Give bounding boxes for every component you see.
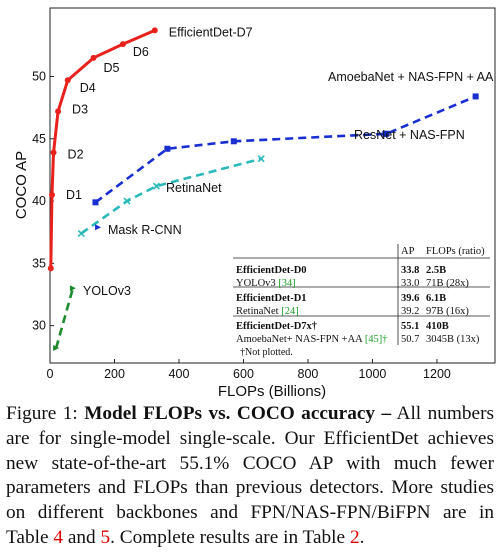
caption-text: All numbers are for single-model single-… xyxy=(6,403,494,548)
table-cell-model: EfficientDet-D1 xyxy=(236,293,307,304)
table-cell-flops: 2.5B xyxy=(426,265,446,276)
data-point-retinanet xyxy=(77,229,85,238)
table-cell-flops: 6.1B xyxy=(426,293,446,304)
data-point-mask-r-cnn xyxy=(95,224,102,231)
data-point-efficientdet xyxy=(119,41,126,48)
table-cell-ref[interactable]: [24] xyxy=(279,306,299,317)
series-annotation: RetinaNet xyxy=(166,181,222,195)
series-line-retinanet xyxy=(80,157,262,235)
series-line-efficientdet xyxy=(49,29,156,269)
series-line-yolov3 xyxy=(54,287,75,349)
table-cell-model: AmoebaNet+ NAS-FPN +AA [45]† xyxy=(236,334,388,345)
caption-prefix: Figure 1: xyxy=(6,403,85,424)
figure-caption: Figure 1: Model FLOPs vs. COCO accuracy … xyxy=(6,402,494,551)
data-point-amoebanet-nas-fpn-aa xyxy=(92,199,99,206)
table-cell-ap: 50.7 xyxy=(401,334,419,345)
table-cell-ap: 39.2 xyxy=(401,306,419,317)
data-point-efficientdet xyxy=(50,149,57,156)
table-cell-model: EfficientDet-D7x† xyxy=(236,321,317,332)
point-label: EfficientDet-D7 xyxy=(169,25,253,39)
table-header-flops: FLOPs (ratio) xyxy=(426,246,485,257)
table-cell-ref[interactable]: [45]† xyxy=(362,334,387,345)
data-point-efficientdet xyxy=(55,108,62,115)
y-tick-label: 45 xyxy=(32,132,46,146)
data-point-amoebanet-nas-fpn-aa xyxy=(472,93,479,100)
data-point-resnet-nas-fpn xyxy=(382,130,389,137)
table-cell-model: YOLOv3 [34] xyxy=(236,278,296,289)
y-axis-label: COCO AP xyxy=(13,151,30,219)
data-point-retinanet xyxy=(152,182,160,190)
series-line-amoebanet-nas-fpn-aa xyxy=(94,95,477,204)
x-tick-label: 200 xyxy=(104,367,125,381)
x-tick-label: 0 xyxy=(47,367,54,381)
x-tick-label: 1200 xyxy=(423,367,451,381)
plot-frame xyxy=(49,7,496,364)
table-cell-flops: 71B (28x) xyxy=(426,278,469,289)
x-tick-label: 1000 xyxy=(359,367,387,381)
table-header-ap: AP xyxy=(401,246,415,257)
point-label: D2 xyxy=(68,147,84,161)
data-point-yolov3 xyxy=(53,345,60,352)
series-annotation: AmoebaNet + NAS-FPN + AA xyxy=(328,70,494,84)
series-annotation: YOLOv3 xyxy=(83,284,131,298)
chart: 0 200 400 600 800 1000 1200 30 35 40 45 50 FLOPs (B… xyxy=(13,7,496,400)
point-label: D6 xyxy=(133,45,149,59)
caption-text: and xyxy=(63,526,101,548)
table-cell-ap: 33.0 xyxy=(401,278,419,289)
y-tick-label: 35 xyxy=(32,256,46,270)
table-cell-flops: 97B (16x) xyxy=(426,306,469,317)
table-cell-model: RetinaNet [24] xyxy=(236,306,299,317)
y-tick-label: 30 xyxy=(32,319,46,333)
table-cell-ap: 33.8 xyxy=(401,265,419,276)
point-label: D4 xyxy=(80,81,96,95)
table-footnote: †Not plotted. xyxy=(240,347,293,358)
table-cell-ref[interactable]: [34] xyxy=(276,278,296,289)
caption-text: . xyxy=(359,526,365,548)
table-cell-model: EfficientDet-D0 xyxy=(236,265,307,276)
x-tick-label: 400 xyxy=(169,367,190,381)
data-point-efficientdet xyxy=(64,77,71,84)
data-point-yolov3 xyxy=(69,285,76,292)
data-point-efficientdet xyxy=(151,27,158,34)
caption-text: . Complete results are in Table xyxy=(110,526,350,548)
x-axis-label: FLOPs (Billions) xyxy=(218,383,326,400)
caption-title: Model FLOPs vs. COCO accuracy – xyxy=(84,403,392,424)
table-cell-ap: 39.6 xyxy=(401,293,419,304)
caption-ref-table-5[interactable]: 5 xyxy=(100,526,111,548)
y-tick-label: 40 xyxy=(32,194,46,208)
x-tick-label: 600 xyxy=(233,367,254,381)
caption-ref-table-4[interactable]: 4 xyxy=(53,526,64,548)
data-point-retinanet xyxy=(257,155,265,163)
point-label: D1 xyxy=(66,188,82,202)
caption-ref-table-2[interactable]: 2 xyxy=(349,526,360,548)
series-annotation: ResNet + NAS-FPN xyxy=(354,128,465,142)
data-point-amoebanet-nas-fpn-aa xyxy=(230,138,237,145)
table-cell-ap: 55.1 xyxy=(401,321,419,332)
table-cell-flops: 410B xyxy=(426,321,449,332)
data-point-amoebanet-nas-fpn-aa xyxy=(164,145,171,152)
point-label: D5 xyxy=(104,61,120,75)
point-label: D3 xyxy=(72,102,88,116)
data-point-efficientdet xyxy=(48,191,55,198)
series-annotation: Mask R-CNN xyxy=(108,223,182,237)
data-point-retinanet xyxy=(123,197,131,205)
x-tick-label: 800 xyxy=(298,367,319,381)
y-tick-label: 50 xyxy=(32,70,46,84)
data-point-efficientdet xyxy=(90,54,97,61)
table-cell-flops: 3045B (13x) xyxy=(426,334,480,345)
data-point-efficientdet xyxy=(47,265,54,272)
comparison-table: AP FLOPs (ratio) EfficientDet-D0 33.8 2.5B… xyxy=(233,244,490,358)
